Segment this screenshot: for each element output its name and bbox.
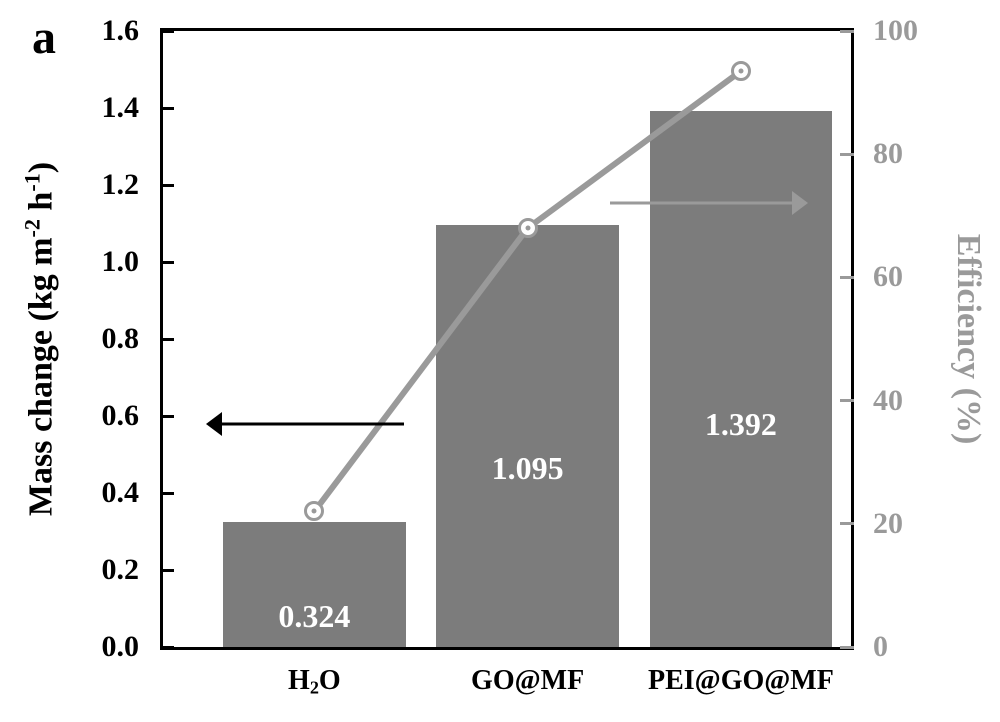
x-tick-label: PEI@GO@MF — [648, 647, 834, 697]
y-left-tick-label: 0.8 — [102, 322, 164, 356]
x-tick-label: GO@MF — [471, 647, 584, 697]
x-tick-label: H2O — [288, 647, 341, 699]
efficiency-line — [163, 31, 851, 647]
y-right-tick-label: 100 — [851, 14, 918, 48]
y-right-tick-label: 0 — [851, 630, 888, 664]
y-left-tick-label: 1.4 — [102, 91, 164, 125]
y-right-tick-label: 40 — [851, 384, 903, 418]
y-right-tick-label: 80 — [851, 137, 903, 171]
y-left-tick-label: 0.6 — [102, 399, 164, 433]
line-marker — [304, 501, 324, 521]
y-right-tick-label: 20 — [851, 507, 903, 541]
y-right-tick-label: 60 — [851, 260, 903, 294]
y-left-tick-label: 1.6 — [102, 14, 164, 48]
y-left-tick-label: 1.0 — [102, 245, 164, 279]
y-left-tick-label: 0.0 — [102, 630, 164, 664]
y-axis-left-title: Mass change (kg m-2 h-1) — [19, 162, 60, 516]
y-left-tick-label: 1.2 — [102, 168, 164, 202]
chart-plot-area: 0.00.20.40.60.81.01.21.41.6020406080100H… — [160, 28, 854, 650]
panel-label: a — [32, 10, 56, 65]
y-left-tick-label: 0.2 — [102, 553, 164, 587]
y-axis-right-title: Efficiency (%) — [949, 234, 987, 445]
y-left-tick-label: 0.4 — [102, 476, 164, 510]
line-marker — [731, 61, 751, 81]
line-marker — [518, 218, 538, 238]
